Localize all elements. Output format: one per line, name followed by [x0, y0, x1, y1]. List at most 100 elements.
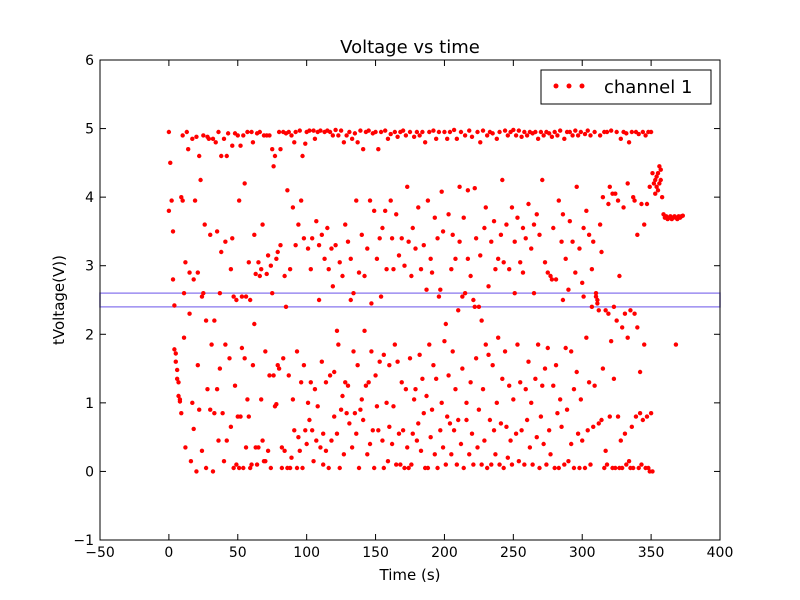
data-point	[578, 397, 584, 402]
data-point	[366, 380, 371, 385]
data-point	[174, 367, 180, 373]
data-point	[241, 133, 246, 138]
data-point	[458, 441, 464, 447]
data-point	[201, 290, 206, 296]
data-point	[647, 184, 652, 190]
data-point	[493, 266, 498, 272]
data-point	[388, 198, 393, 203]
data-point	[552, 129, 557, 135]
data-point	[209, 342, 214, 347]
data-point	[534, 212, 539, 217]
data-point	[422, 140, 428, 145]
data-point	[628, 308, 633, 313]
data-point	[219, 249, 224, 255]
data-point	[315, 404, 320, 409]
data-point	[246, 260, 251, 265]
data-point	[293, 129, 298, 135]
data-point	[201, 133, 206, 138]
data-point	[369, 349, 374, 354]
data-point	[292, 428, 297, 433]
data-point	[344, 410, 349, 416]
data-point	[307, 417, 312, 423]
data-point	[562, 462, 567, 467]
data-point	[549, 277, 555, 282]
data-point	[311, 458, 316, 464]
data-point	[451, 127, 457, 133]
data-point	[208, 407, 213, 412]
data-point	[279, 445, 285, 450]
data-point	[653, 191, 658, 196]
data-point	[607, 414, 612, 419]
data-point	[425, 198, 431, 203]
data-point	[611, 376, 617, 382]
data-point	[214, 386, 220, 392]
data-point	[563, 345, 568, 351]
data-point	[303, 428, 308, 433]
data-point	[592, 129, 597, 135]
data-point	[518, 260, 523, 265]
data-point	[654, 174, 659, 179]
data-point	[501, 260, 506, 265]
data-point	[495, 335, 501, 340]
data-point	[445, 414, 450, 419]
data-point	[472, 186, 477, 191]
data-point	[188, 458, 194, 464]
data-point	[358, 128, 363, 133]
data-point	[264, 271, 269, 277]
data-point	[629, 424, 635, 430]
data-point	[591, 239, 596, 244]
data-point	[319, 359, 325, 364]
data-point	[545, 270, 550, 275]
data-point	[497, 462, 502, 467]
data-point	[267, 133, 272, 138]
data-point	[268, 263, 274, 268]
data-point	[334, 328, 340, 334]
data-point	[614, 129, 619, 135]
data-point	[203, 465, 209, 471]
data-point	[181, 290, 187, 296]
data-point	[658, 177, 663, 183]
data-point	[398, 462, 403, 467]
data-point	[210, 469, 216, 474]
x-tick-label: 150	[362, 545, 389, 561]
data-point	[548, 273, 553, 279]
data-point	[626, 458, 632, 464]
data-point	[274, 402, 279, 407]
data-point	[595, 297, 600, 303]
data-point	[421, 410, 426, 416]
data-point	[365, 246, 370, 251]
data-point	[436, 129, 442, 135]
data-point	[228, 424, 234, 430]
data-point	[464, 400, 469, 406]
data-point	[234, 297, 239, 303]
data-point	[428, 256, 433, 262]
data-point	[516, 458, 522, 464]
data-point	[507, 266, 512, 272]
data-point	[377, 359, 382, 364]
data-point	[391, 266, 396, 272]
data-point	[191, 426, 196, 432]
data-point	[574, 184, 579, 190]
data-point	[367, 441, 373, 447]
data-point	[502, 349, 508, 354]
data-point	[321, 462, 326, 467]
data-point	[461, 215, 466, 220]
data-point	[575, 133, 581, 138]
data-point	[507, 383, 512, 388]
data-point	[500, 177, 505, 183]
data-point	[296, 434, 301, 440]
data-point	[569, 349, 574, 354]
data-point	[172, 303, 177, 308]
data-point	[487, 417, 493, 423]
data-point	[321, 431, 326, 436]
data-point	[360, 146, 366, 152]
data-point	[622, 311, 628, 316]
x-axis: −50 0 50 100 150 200 250 300 350 400	[85, 60, 733, 561]
data-point	[259, 266, 264, 272]
data-point	[457, 184, 462, 190]
data-point	[614, 318, 619, 323]
data-point	[449, 452, 454, 457]
data-point	[349, 136, 355, 142]
data-point	[374, 404, 380, 409]
data-point	[655, 170, 661, 176]
